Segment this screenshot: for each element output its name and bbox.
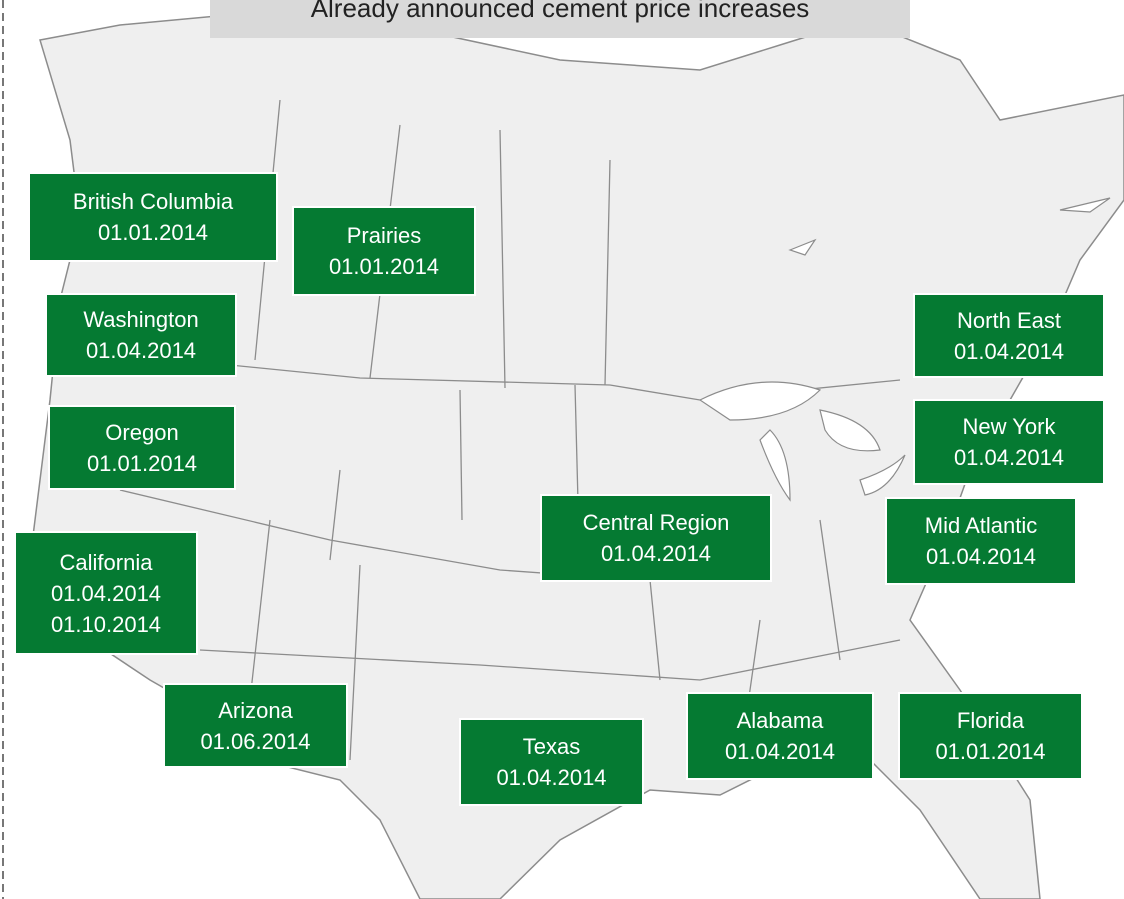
region-date: 01.04.2014 bbox=[600, 541, 712, 566]
region-label: Oregon 01.01.2014 bbox=[48, 405, 236, 490]
region-label: Arizona 01.06.2014 bbox=[163, 683, 348, 768]
region-label: Prairies 01.01.2014 bbox=[292, 206, 476, 296]
region-name: Alabama bbox=[736, 708, 824, 733]
region-date: 01.01.2014 bbox=[935, 739, 1046, 764]
region-label: British Columbia 01.01.2014 bbox=[28, 172, 278, 262]
region-name: Washington bbox=[83, 307, 199, 332]
region-name: New York bbox=[962, 414, 1056, 439]
region-label: Washington 01.04.2014 bbox=[45, 293, 237, 377]
region-label: Mid Atlantic 01.04.2014 bbox=[885, 497, 1077, 585]
region-date: 01.04.2014 bbox=[85, 338, 197, 363]
region-date: 01.04.2014 bbox=[724, 739, 836, 764]
region-date: 01.01.2014 bbox=[86, 450, 198, 476]
region-date: 01.06.2014 bbox=[200, 728, 311, 754]
region-date: 01.01.2014 bbox=[328, 254, 440, 279]
region-label: Alabama 01.04.2014 bbox=[686, 692, 874, 780]
region-label: North East 01.04.2014 bbox=[913, 293, 1105, 378]
region-name: Prairies bbox=[346, 223, 422, 248]
region-name: Mid Atlantic bbox=[924, 513, 1038, 538]
region-date: 01.04.2014 bbox=[50, 580, 162, 606]
lakes bbox=[698, 197, 1111, 502]
region-date: 01.01.2014 bbox=[97, 220, 209, 245]
region-name: Texas bbox=[522, 734, 581, 759]
region-name: Florida bbox=[956, 708, 1025, 733]
region-date: 01.04.2014 bbox=[953, 445, 1065, 470]
region-date: 01.10.2014 bbox=[50, 611, 162, 637]
region-label: New York 01.04.2014 bbox=[913, 399, 1105, 485]
region-label: Florida 01.01.2014 bbox=[898, 692, 1083, 780]
region-label: Central Region 01.04.2014 bbox=[540, 494, 772, 582]
region-name: Central Region bbox=[582, 510, 730, 535]
region-label: California 01.04.2014 01.10.2014 bbox=[14, 531, 198, 655]
region-date: 01.04.2014 bbox=[496, 765, 607, 790]
region-name: British Columbia bbox=[72, 189, 234, 214]
region-name: North East bbox=[957, 307, 1061, 333]
region-name: Oregon bbox=[105, 419, 179, 445]
region-date: 01.04.2014 bbox=[953, 338, 1065, 364]
region-name: Arizona bbox=[218, 697, 293, 723]
region-label: Texas 01.04.2014 bbox=[459, 718, 644, 806]
map-title: Already announced cement price increases bbox=[210, 0, 910, 38]
region-name: California bbox=[59, 549, 153, 575]
region-date: 01.04.2014 bbox=[925, 544, 1037, 569]
